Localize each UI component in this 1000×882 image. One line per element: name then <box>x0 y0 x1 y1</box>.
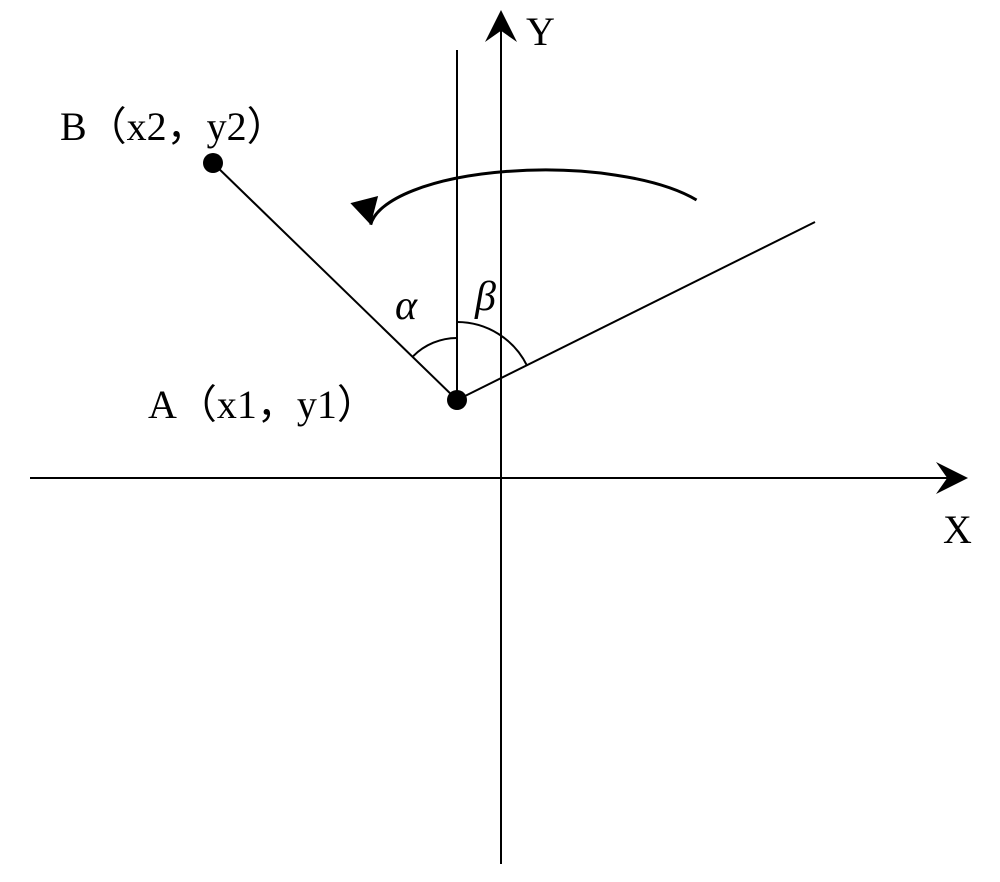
line-A_right <box>457 222 815 400</box>
angle-arc-alpha <box>413 338 457 356</box>
angle-alpha-label: α <box>395 282 417 330</box>
rotation-arc <box>371 170 697 225</box>
point-a-label: A（x1，y1） <box>148 372 377 430</box>
y-axis-label: Y <box>526 8 555 55</box>
x-axis-label: X <box>943 506 972 553</box>
rotation-arrowhead <box>350 196 378 225</box>
point-b-label: B（x2，y2） <box>60 94 287 152</box>
angle-beta-label: β <box>475 273 496 321</box>
line-A_to_B <box>213 163 457 400</box>
point-B <box>203 153 223 173</box>
angle-arc-beta <box>457 322 527 366</box>
point-A <box>447 390 467 410</box>
